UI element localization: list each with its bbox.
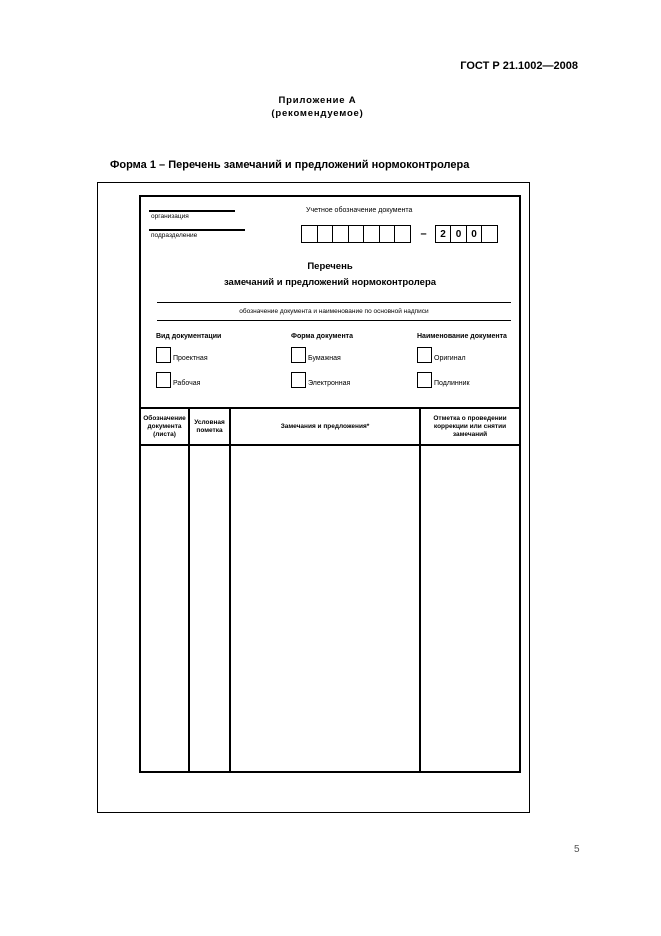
doc-name-group: Наименование документа Оригинал Подлинни… (417, 333, 547, 397)
table-body-cell (421, 446, 519, 771)
code-cell (363, 225, 380, 243)
checkbox-label: Рабочая (173, 380, 201, 387)
department-field-line (149, 229, 245, 231)
doc-kind-title: Вид документации (156, 333, 222, 340)
table-body-cell (141, 446, 190, 771)
checkbox-icon (156, 347, 171, 363)
doc-form-group: Форма документа Бумажная Электронная (291, 333, 421, 397)
organization-label: организация (151, 213, 189, 220)
form-title-line2: замечаний и предложений нормоконтролера (223, 277, 437, 288)
code-cell: 0 (450, 225, 467, 243)
form-title-line1: Перечень (307, 261, 353, 272)
checkbox-option: Бумажная (291, 347, 421, 363)
designation-field: обозначение документа и наименование по … (157, 302, 511, 321)
code-cell (481, 225, 498, 243)
code-cell (347, 225, 365, 243)
checkbox-label: Подлинник (434, 380, 470, 387)
appendix-subtitle: (рекомендуемое) (271, 108, 364, 119)
checkbox-icon (291, 372, 306, 388)
checkbox-label: Бумажная (308, 355, 341, 362)
code-separator: – (420, 228, 427, 240)
code-cell (301, 225, 318, 243)
designation-caption: обозначение документа и наименование по … (239, 308, 429, 315)
checkbox-option: Проектная (156, 347, 286, 363)
checkbox-option: Электронная (291, 372, 421, 388)
page-number: 5 (574, 844, 580, 855)
code-cell: 2 (434, 225, 452, 243)
doc-kind-group: Вид документации Проектная Рабочая (156, 333, 286, 397)
remarks-table: Обозначение документа (листа) Условная п… (139, 407, 521, 773)
doc-name-title: Наименование документа (417, 333, 507, 340)
code-cell (378, 225, 396, 243)
form-border: организация подразделение Учетное обозна… (139, 195, 521, 773)
checkbox-label: Проектная (173, 355, 208, 362)
account-code-cells: – 2 0 0 (301, 225, 498, 243)
code-cell: 0 (465, 225, 483, 243)
code-cell (394, 225, 411, 243)
checkbox-option: Подлинник (417, 372, 547, 388)
table-header-correction: Отметка о проведении коррекции или сняти… (421, 409, 519, 446)
table-header-remarks: Замечания и предложения* (231, 409, 421, 446)
doc-form-title: Форма документа (291, 333, 354, 340)
checkbox-icon (417, 347, 432, 363)
checkbox-option: Рабочая (156, 372, 286, 388)
table-header-designation: Обозначение документа (листа) (141, 409, 190, 446)
checkbox-option: Оригинал (417, 347, 547, 363)
checkbox-icon (156, 372, 171, 388)
checkbox-icon (417, 372, 432, 388)
page-border: организация подразделение Учетное обозна… (97, 182, 530, 813)
checkbox-label: Оригинал (434, 355, 466, 362)
standard-reference: ГОСТ Р 21.1002—2008 (460, 60, 578, 72)
form-caption: Форма 1 – Перечень замечаний и предложен… (110, 159, 470, 171)
code-cell (316, 225, 334, 243)
checkbox-icon (291, 347, 306, 363)
table-header-mark: Условная пометка (190, 409, 231, 446)
appendix-heading: Приложение А (рекомендуемое) (190, 94, 445, 120)
checkbox-label: Электронная (308, 380, 351, 387)
account-code-label: Учетное обозначение документа (306, 207, 413, 214)
code-cell (332, 225, 349, 243)
department-label: подразделение (151, 232, 198, 239)
table-body-cell (190, 446, 231, 771)
appendix-title: Приложение А (278, 95, 357, 106)
table-body-cell (231, 446, 421, 771)
organization-field-line (149, 210, 235, 212)
